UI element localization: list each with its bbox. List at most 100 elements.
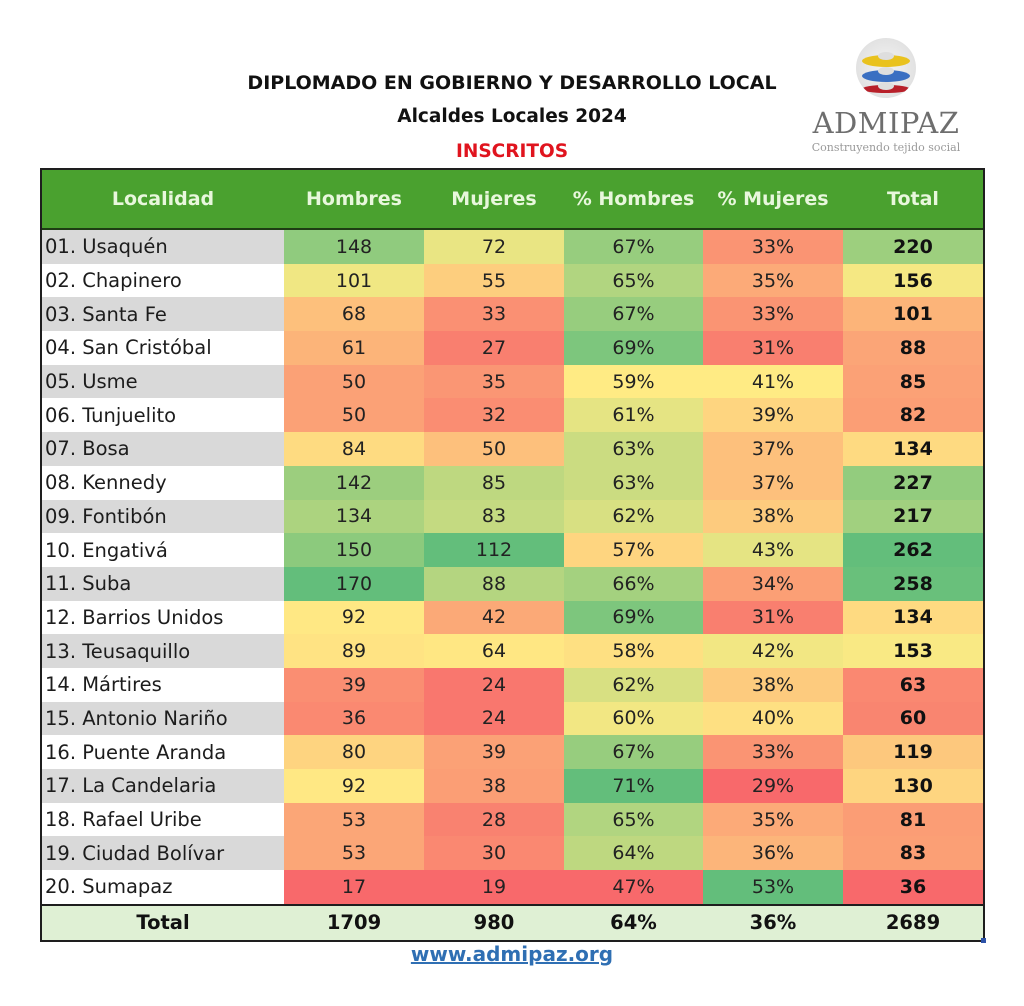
document-title: DIPLOMADO EN GOBIERNO Y DESARROLLO LOCAL [247,72,777,94]
website-link[interactable]: www.admipaz.org [410,942,614,966]
table-row: 18. Rafael Uribe 53 28 65% 35% 81 [42,802,983,837]
cell-total: 88 [843,331,983,365]
cell-hombres: 101 [284,263,424,298]
cell-localidad: 11. Suba [42,566,284,601]
cell-localidad: 20. Sumapaz [42,870,284,904]
cell-pct-mujeres: 33% [703,230,843,264]
totals-pct-hombres: 64% [610,911,657,935]
cell-pct-hombres: 63% [564,465,703,500]
cell-pct-hombres: 71% [564,769,703,803]
cell-localidad: 10. Engativá [42,533,284,567]
cell-pct-mujeres: 41% [703,364,843,399]
cell-pct-hombres: 61% [564,398,703,433]
column-header-total: Total [887,188,939,210]
table-row: 19. Ciudad Bolívar 53 30 64% 36% 83 [42,836,983,871]
logo-brand: ADMIPAZ [812,106,960,140]
enrollment-table: Localidad Hombres Mujeres % Hombres % Mu… [40,168,986,943]
cell-hombres: 53 [284,836,424,871]
cell-hombres: 80 [284,735,424,769]
table-row: 09. Fontibón 134 83 62% 38% 217 [42,499,983,534]
cell-total: 262 [843,533,983,567]
cell-pct-mujeres: 37% [703,465,843,500]
cell-total: 156 [843,263,983,298]
document-subtitle: Alcaldes Locales 2024 [397,106,627,127]
cell-localidad: 12. Barrios Unidos [42,600,284,635]
cell-pct-mujeres: 40% [703,701,843,736]
column-header-mujeres: Mujeres [451,188,537,210]
cell-hombres: 84 [284,432,424,466]
cell-localidad: 07. Bosa [42,432,284,466]
cell-localidad: 03. Santa Fe [42,297,284,332]
table-row: 08. Kennedy 142 85 63% 37% 227 [42,465,983,500]
cell-hombres: 50 [284,364,424,399]
cell-mujeres: 24 [424,667,564,702]
cell-localidad: 06. Tunjuelito [42,398,284,433]
cell-mujeres: 112 [424,533,564,567]
column-header-pct-mujeres: % Mujeres [717,188,829,210]
cell-mujeres: 38 [424,769,564,803]
section-label: INSCRITOS [455,141,569,162]
cell-pct-mujeres: 38% [703,667,843,702]
cell-localidad: 19. Ciudad Bolívar [42,836,284,871]
cell-hombres: 50 [284,398,424,433]
table-header: Localidad Hombres Mujeres % Hombres % Mu… [42,170,983,230]
totals-mujeres: 980 [473,911,515,935]
cell-hombres: 148 [284,230,424,264]
totals-pct-mujeres: 36% [749,911,797,935]
table-row: 20. Sumapaz 17 19 47% 53% 36 [42,870,983,904]
cell-hombres: 170 [284,566,424,601]
cell-hombres: 36 [284,701,424,736]
cell-hombres: 92 [284,769,424,803]
totals-hombres: 1709 [326,911,382,935]
cell-localidad: 04. San Cristóbal [42,331,284,365]
cell-hombres: 39 [284,667,424,702]
cell-total: 85 [843,364,983,399]
cell-pct-hombres: 47% [564,870,703,904]
cell-pct-mujeres: 36% [703,836,843,871]
cell-pct-mujeres: 31% [703,600,843,635]
cell-pct-hombres: 63% [564,432,703,466]
cell-hombres: 68 [284,297,424,332]
cell-total: 134 [843,600,983,635]
cell-pct-hombres: 69% [564,600,703,635]
cell-mujeres: 83 [424,499,564,534]
cell-total: 60 [843,701,983,736]
cell-mujeres: 39 [424,735,564,769]
cell-pct-hombres: 67% [564,297,703,332]
cell-hombres: 134 [284,499,424,534]
column-header-pct-hombres: % Hombres [572,188,695,210]
cell-localidad: 18. Rafael Uribe [42,802,284,837]
cell-mujeres: 32 [424,398,564,433]
cell-mujeres: 64 [424,634,564,668]
table-body: 01. Usaquén 148 72 67% 33% 220 02. Chapinero 10… [42,230,983,904]
cell-pct-mujeres: 33% [703,735,843,769]
table-row: 05. Usme 50 35 59% 41% 85 [42,364,983,399]
cell-total: 119 [843,735,983,769]
cell-localidad: 16. Puente Aranda [42,735,284,769]
cell-pct-mujeres: 35% [703,802,843,837]
totals-total: 2689 [885,911,941,935]
cell-mujeres: 19 [424,870,564,904]
cell-total: 227 [843,465,983,500]
cell-mujeres: 28 [424,802,564,837]
cell-hombres: 89 [284,634,424,668]
cell-hombres: 17 [284,870,424,904]
cell-total: 130 [843,769,983,803]
cell-total: 82 [843,398,983,433]
cell-localidad: 01. Usaquén [42,230,284,264]
column-header-hombres: Hombres [306,188,402,210]
cell-mujeres: 42 [424,600,564,635]
table-row: 07. Bosa 84 50 63% 37% 134 [42,432,983,466]
cell-pct-mujeres: 38% [703,499,843,534]
cell-mujeres: 35 [424,364,564,399]
cell-pct-mujeres: 35% [703,263,843,298]
table-row: 16. Puente Aranda 80 39 67% 33% 119 [42,735,983,769]
cell-total: 153 [843,634,983,668]
cell-mujeres: 85 [424,465,564,500]
cell-pct-hombres: 60% [564,701,703,736]
logo-tagline: Construyendo tejido social [811,141,961,154]
cell-pct-mujeres: 53% [703,870,843,904]
column-header-localidad: Localidad [111,188,215,210]
table-row: 10. Engativá 150 112 57% 43% 262 [42,533,983,567]
table-row: 01. Usaquén 148 72 67% 33% 220 [42,230,983,264]
